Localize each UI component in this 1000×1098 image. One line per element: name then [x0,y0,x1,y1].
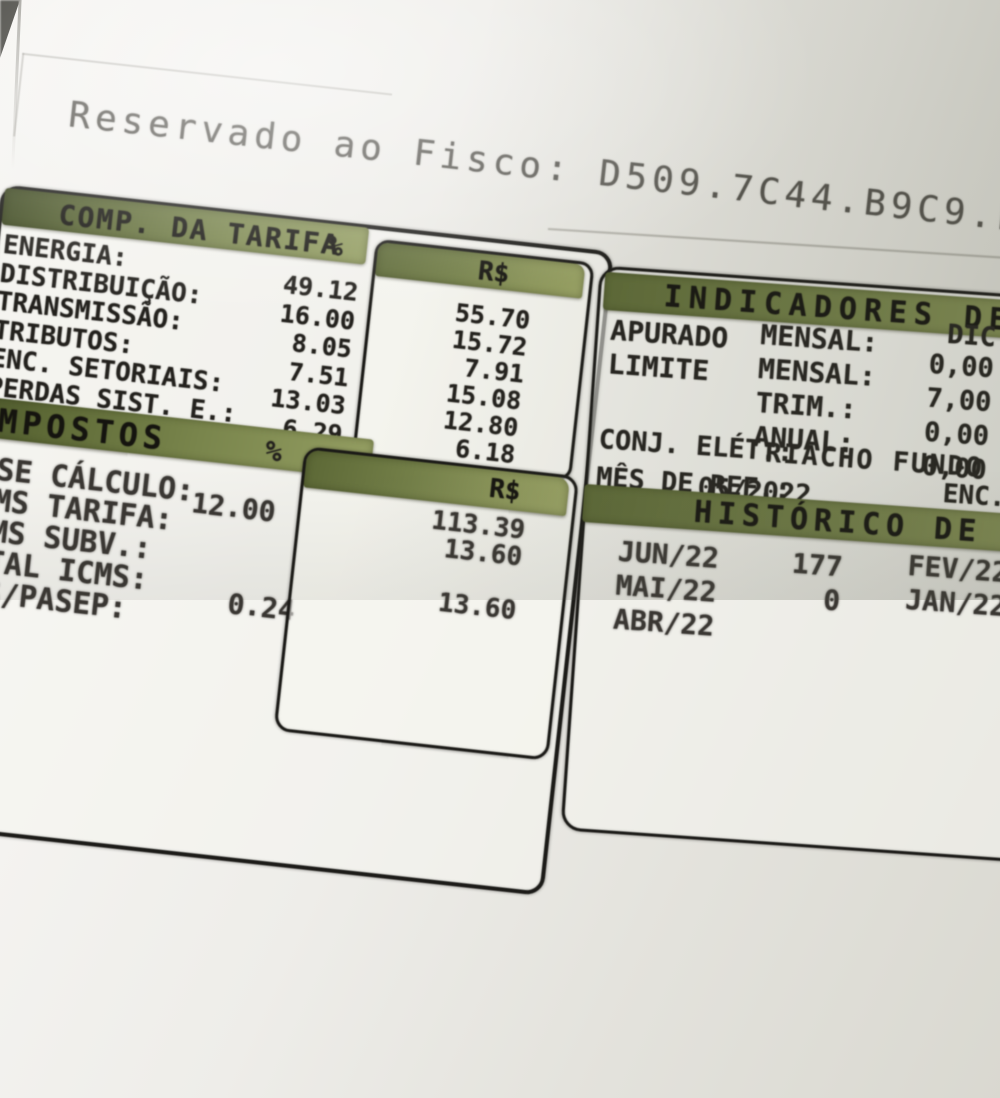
bill-right-region: INDICADORES DE CONTINUIDADE APURADO LIMI… [560,265,1000,877]
indicadores-limite-label: LIMITE [606,347,711,388]
historico-months-right: FEV/22 JAN/22 [904,549,1000,624]
mes-ref-extra: ENC. [941,479,1000,514]
historico-month: JAN/22 [904,582,1000,623]
historico-months: JUN/22 MAI/22 ABR/22 [612,534,720,643]
historico-month: ABR/22 [612,602,716,643]
historico-consumption: 177 0 [717,542,844,652]
